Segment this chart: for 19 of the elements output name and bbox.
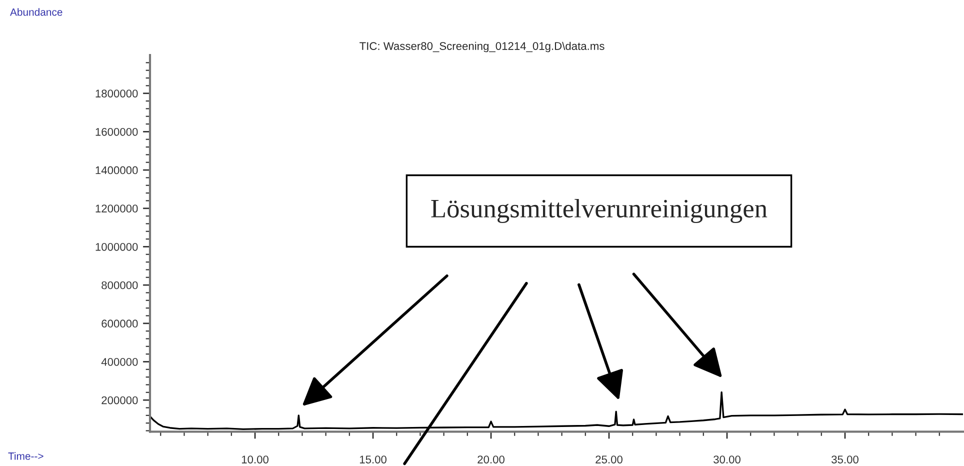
y-tick-label: 1200000	[96, 204, 138, 212]
x-tick-label: 20.00	[478, 456, 504, 464]
x-tick-label: 35.00	[832, 456, 858, 464]
x-tick-label: 15.00	[360, 456, 386, 464]
text: Time-->	[8, 452, 44, 460]
y-tick-label: 800000	[102, 281, 138, 290]
y-tick-label: 400000	[101, 358, 138, 366]
x-tick-label: 25.00	[596, 456, 622, 464]
y-tick-label: 1000000	[96, 242, 138, 251]
y-tick-label: 1600000	[96, 128, 138, 136]
chart-title: TIC: Wasser80_Screening_01214_01g.D\data.ms	[360, 42, 604, 52]
text: Abundance	[10, 8, 62, 16]
annotation: Lösungsmittelverunreinigungen	[431, 198, 768, 224]
y-tick-label: 1400000	[96, 166, 138, 174]
x-tick-label: 10.00	[242, 456, 268, 464]
y-tick-label: 600000	[102, 320, 138, 328]
y-tick-label: 200000	[102, 396, 138, 404]
y-tick-label: 1800000	[96, 90, 138, 98]
x-tick-label: 30.00	[714, 456, 740, 464]
